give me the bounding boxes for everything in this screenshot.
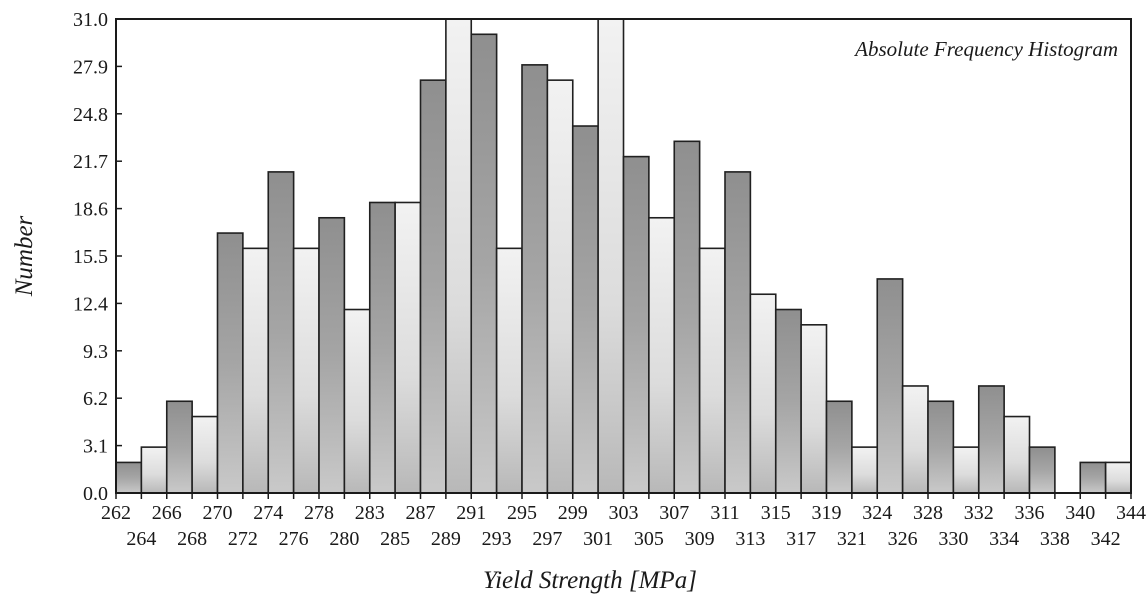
x-tick-label: 342 (1091, 528, 1121, 550)
x-tick-label: 274 (253, 502, 283, 524)
histogram-bar (1079, 461, 1107, 494)
x-tick-label: 297 (532, 528, 562, 550)
x-tick-label: 276 (279, 528, 309, 550)
y-axis-title: Number (11, 215, 38, 297)
y-tick-label: 3.1 (83, 436, 108, 458)
histogram-bar (724, 171, 752, 494)
chart-title: Absolute Frequency Histogram (853, 37, 1118, 61)
x-tick-label: 315 (761, 502, 791, 524)
x-tick-label: 321 (837, 528, 867, 550)
x-tick-label: 285 (380, 528, 410, 550)
x-tick-label: 295 (507, 502, 537, 524)
histogram-bar (825, 400, 853, 494)
x-tick-label: 338 (1040, 528, 1070, 550)
x-tick-label: 268 (177, 528, 207, 550)
histogram-bar (292, 247, 320, 494)
histogram-bar (749, 293, 777, 494)
histogram-bar (267, 171, 295, 494)
x-tick-label: 336 (1015, 502, 1045, 524)
x-tick-label: 262 (101, 502, 131, 524)
x-tick-label: 299 (558, 502, 588, 524)
histogram-bar (698, 247, 726, 494)
histogram-bar (774, 308, 802, 494)
histogram-bar (1104, 461, 1132, 494)
x-tick-label: 317 (786, 528, 816, 550)
histogram-bar (876, 278, 904, 494)
x-tick-label: 332 (964, 502, 994, 524)
x-tick-label: 264 (126, 528, 156, 550)
histogram-bar (394, 201, 422, 494)
histogram-bar (800, 324, 828, 494)
bars-layer (115, 18, 1132, 494)
x-tick-label: 313 (735, 528, 765, 550)
histogram-bar (140, 446, 168, 494)
x-tick-label: 326 (888, 528, 918, 550)
x-tick-label: 289 (431, 528, 461, 550)
x-tick-label: 280 (329, 528, 359, 550)
histogram-bar (1003, 415, 1031, 494)
x-tick-label: 319 (812, 502, 842, 524)
histogram-bar (495, 247, 523, 494)
histogram-bar (927, 400, 955, 494)
x-tick-label: 340 (1065, 502, 1095, 524)
x-tick-label: 272 (228, 528, 258, 550)
histogram-bar (115, 461, 143, 494)
y-tick-label: 0.0 (83, 483, 108, 505)
y-tick-label: 21.7 (73, 151, 108, 173)
y-tick-label: 24.8 (73, 104, 108, 126)
x-tick-label: 344 (1116, 502, 1146, 524)
histogram-bar (673, 140, 701, 494)
x-tick-label: 291 (456, 502, 486, 524)
x-tick-label: 311 (710, 502, 739, 524)
histogram-bar (977, 385, 1005, 494)
y-tick-label: 12.4 (73, 293, 108, 315)
y-tick-label: 9.3 (83, 341, 108, 363)
histogram-bar (1028, 446, 1056, 494)
y-tick-label: 27.9 (73, 56, 108, 78)
x-tick-label: 283 (355, 502, 385, 524)
x-tick-label: 334 (989, 528, 1019, 550)
histogram-bar (622, 155, 650, 494)
histogram-bar (445, 18, 473, 494)
histogram-bar (216, 232, 244, 494)
x-tick-label: 303 (609, 502, 639, 524)
x-tick-label: 324 (862, 502, 892, 524)
x-axis-title: Yield Strength [MPa] (483, 567, 697, 594)
histogram-bar (521, 64, 549, 494)
x-tick-label: 301 (583, 528, 613, 550)
histogram-bar (343, 308, 371, 494)
x-tick-label: 330 (938, 528, 968, 550)
x-tick-label: 287 (406, 502, 436, 524)
x-tick-label: 266 (152, 502, 182, 524)
histogram-bar (191, 415, 219, 494)
histogram-bar (242, 247, 270, 494)
histogram-bar (368, 201, 396, 494)
x-tick-label: 307 (659, 502, 689, 524)
histogram-bar (546, 79, 574, 494)
histogram-bar (851, 446, 879, 494)
x-axis: 262 264 266 268 270 272 274 276 278 280 283 285 287 2… (101, 493, 1146, 550)
histogram-bar (318, 216, 346, 494)
histogram-bar (571, 125, 599, 494)
histogram-bar (165, 400, 193, 494)
y-tick-label: 18.6 (73, 199, 108, 221)
x-tick-label: 328 (913, 502, 943, 524)
histogram-bar (470, 33, 498, 494)
y-axis: 0.0 3.1 6.2 9.3 12.4 15.5 18.6 21.7 24.8 27.9 31.0 (73, 9, 122, 505)
x-tick-label: 305 (634, 528, 664, 550)
x-tick-label: 278 (304, 502, 334, 524)
y-tick-label: 15.5 (73, 246, 108, 268)
x-tick-label: 270 (203, 502, 233, 524)
histogram-bar (597, 18, 625, 494)
histogram-bar (901, 385, 929, 494)
y-tick-label: 31.0 (73, 9, 108, 31)
histogram-bar (648, 216, 676, 494)
x-tick-label: 309 (685, 528, 715, 550)
y-tick-label: 6.2 (83, 388, 108, 410)
histogram-bar (952, 446, 980, 494)
x-tick-label: 293 (482, 528, 512, 550)
histogram-bar (419, 79, 447, 494)
